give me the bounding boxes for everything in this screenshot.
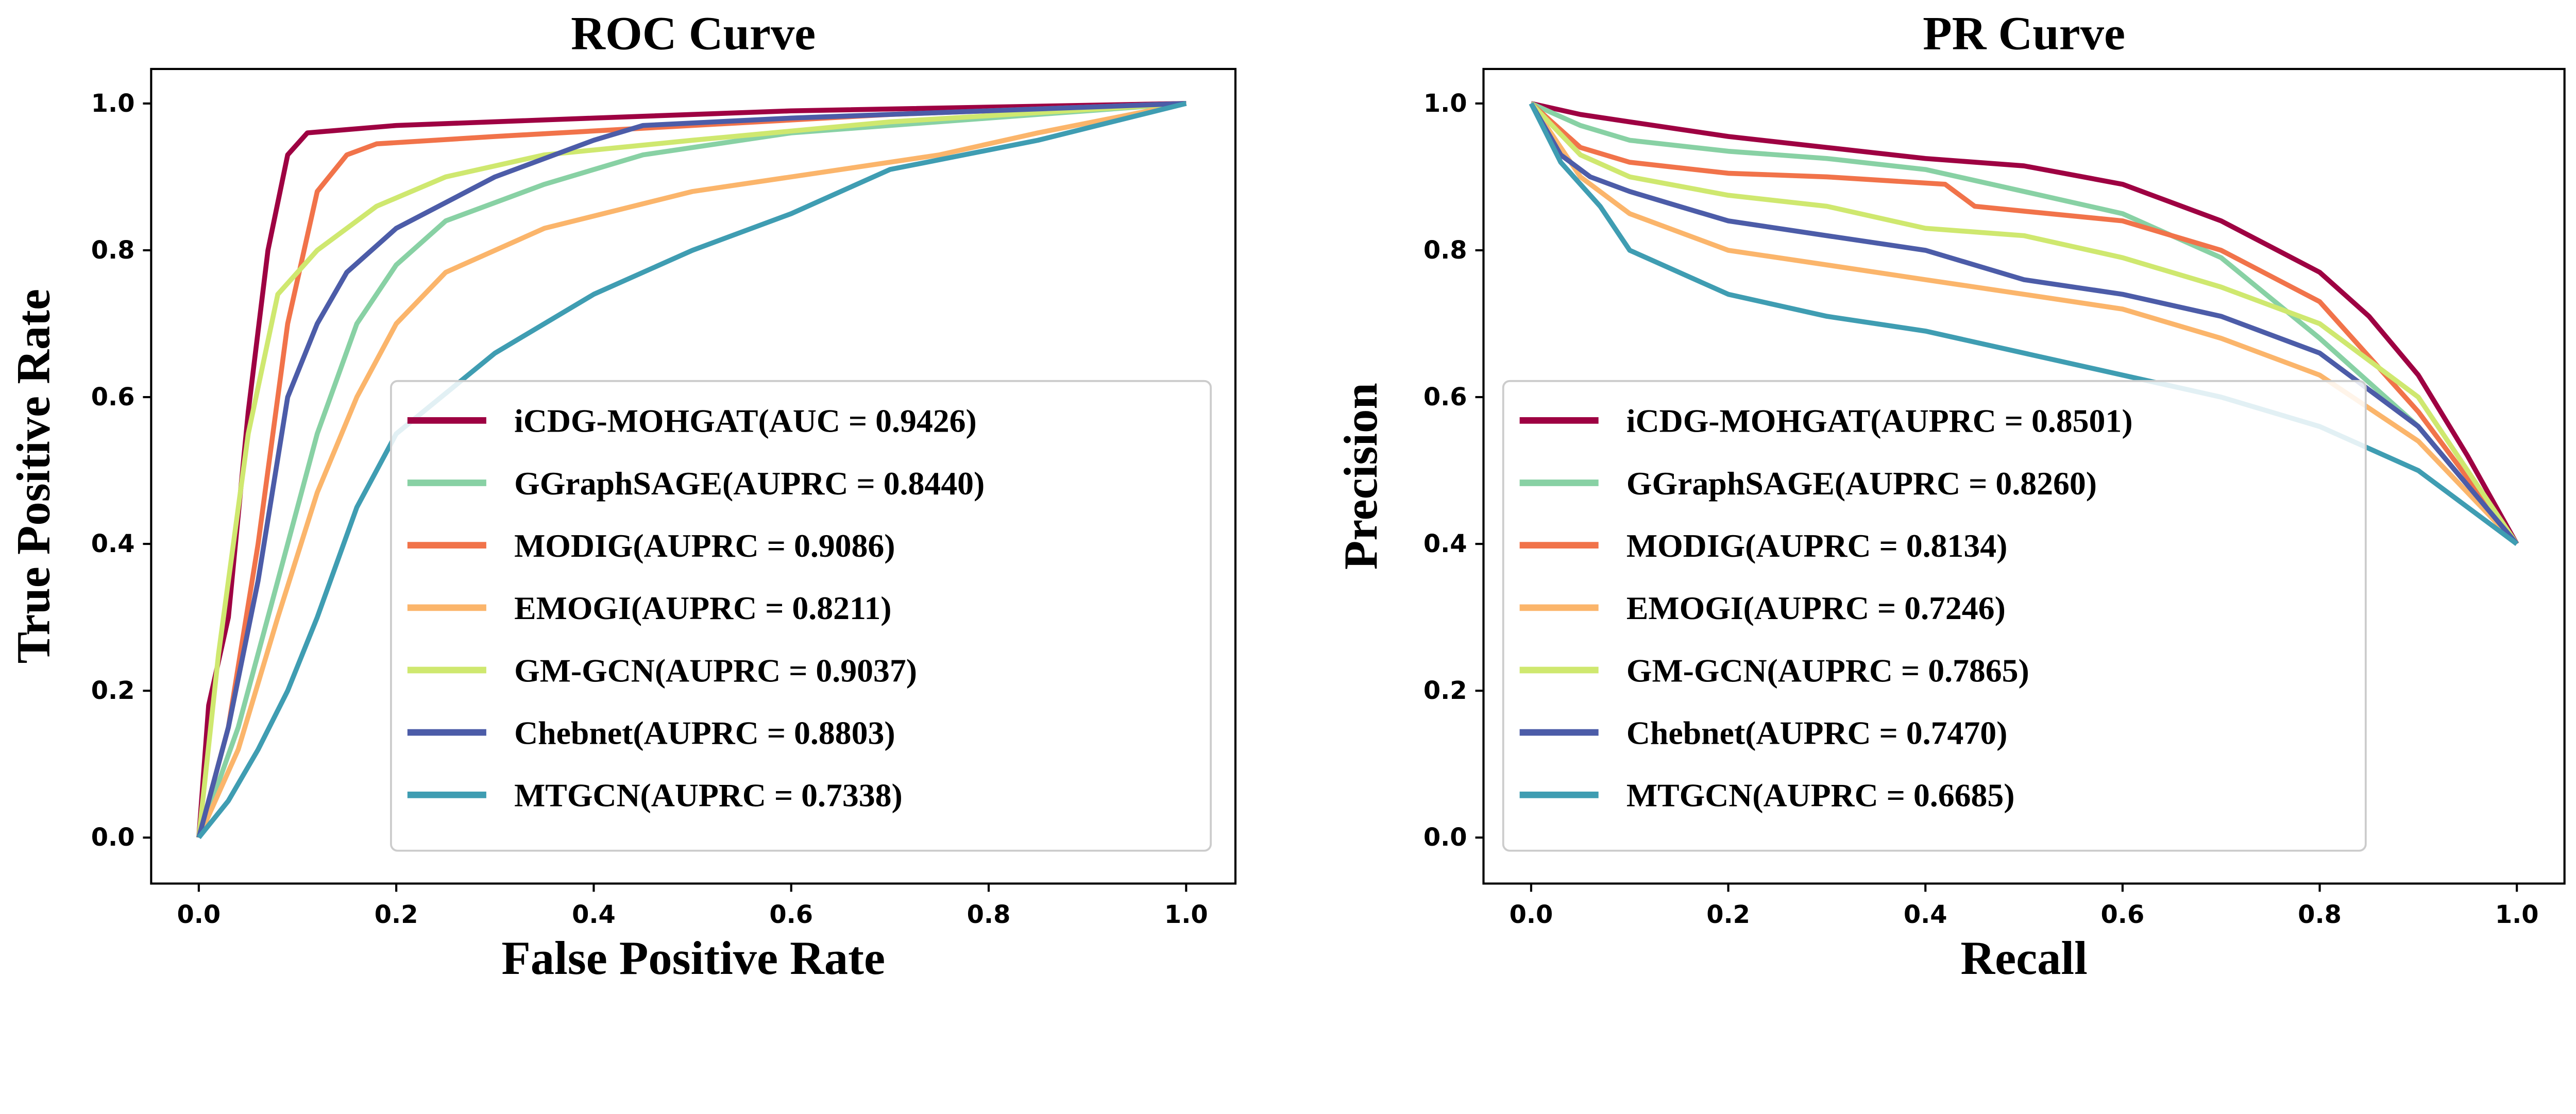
- y-tick-label: 0.8: [91, 236, 135, 265]
- legend-label: MODIG(AUPRC = 0.9086): [514, 527, 895, 564]
- x-tick-label: 0.0: [1510, 901, 1553, 929]
- legend-label: MTGCN(AUPRC = 0.7338): [514, 777, 903, 814]
- y-tick-label: 0.0: [91, 824, 135, 852]
- x-axis-label: False Positive Rate: [501, 932, 885, 985]
- legend-label: GGraphSAGE(AUPRC = 0.8440): [514, 465, 985, 502]
- x-tick-label: 0.2: [1706, 901, 1750, 929]
- roc-chart: ROC Curve False Positive Rate True Posit…: [8, 8, 1237, 985]
- y-tick-label: 1.0: [1423, 90, 1467, 118]
- series-line-5: [1529, 102, 2519, 546]
- x-tick-label: 0.6: [769, 901, 813, 929]
- y-axis-label: True Positive Rate: [8, 289, 60, 664]
- legend-label: EMOGI(AUPRC = 0.7246): [1626, 590, 2006, 626]
- x-tick-label: 0.8: [2298, 901, 2342, 929]
- y-tick-label: 0.0: [1423, 824, 1467, 852]
- series-line-4: [1529, 101, 2519, 545]
- x-tick-label: 1.0: [1164, 901, 1208, 929]
- legend-label: iCDG-MOHGAT(AUPRC = 0.8501): [1626, 403, 2133, 439]
- series-line-3: [196, 101, 1187, 839]
- legend-label: Chebnet(AUPRC = 0.7470): [1626, 715, 2007, 751]
- x-tick-label: 1.0: [2495, 901, 2539, 929]
- series-line-0: [1530, 101, 2519, 545]
- y-tick-label: 0.2: [91, 677, 135, 705]
- axes-frame: [1482, 67, 2566, 885]
- series-line-2: [1529, 101, 2519, 545]
- y-axis-label: Precision: [1335, 383, 1387, 570]
- legend: iCDG-MOHGAT(AUPRC = 0.8501) GGraphSAGE(AU…: [1502, 380, 2367, 852]
- x-tick-label: 0.6: [2101, 901, 2145, 929]
- y-tick-label: 0.6: [91, 383, 135, 412]
- y-tick-label: 1.0: [91, 90, 135, 118]
- chart-title: PR Curve: [1923, 8, 2125, 60]
- legend-label: EMOGI(AUPRC = 0.8211): [514, 590, 891, 626]
- x-axis-label: Recall: [1960, 932, 2087, 985]
- x-tick-label: 0.0: [177, 901, 221, 929]
- y-tick-label: 0.6: [1423, 383, 1467, 412]
- legend-label: MTGCN(AUPRC = 0.6685): [1626, 777, 2015, 814]
- x-tick-label: 0.4: [572, 901, 616, 929]
- pr-chart: PR Curve Recall Precision 0.0 0.2 0.4 0.6 0.…: [1335, 8, 2566, 985]
- legend-label: GM-GCN(AUPRC = 0.7865): [1626, 652, 2029, 689]
- legend-box: [390, 380, 1212, 852]
- legend-box: [1502, 380, 2367, 852]
- x-tick-label: 0.2: [375, 901, 418, 929]
- y-tick-label: 0.4: [91, 530, 135, 558]
- legend-label: MODIG(AUPRC = 0.8134): [1626, 527, 2007, 564]
- series-line-5: [196, 101, 1187, 838]
- legend-label: GGraphSAGE(AUPRC = 0.8260): [1626, 465, 2097, 502]
- x-tick-label: 0.4: [1904, 901, 1947, 929]
- y-tick-label: 0.4: [1423, 530, 1467, 558]
- x-tick-label: 0.8: [967, 901, 1011, 929]
- y-tick-label: 0.2: [1423, 677, 1467, 705]
- series-line-4: [196, 101, 1187, 838]
- legend-label: Chebnet(AUPRC = 0.8803): [514, 715, 895, 751]
- chart-title: ROC Curve: [571, 8, 816, 60]
- series-line-1: [1530, 101, 2519, 546]
- legend-label: GM-GCN(AUPRC = 0.9037): [514, 652, 917, 689]
- figure: ROC Curve False Positive Rate True Posit…: [8, 8, 2566, 985]
- y-tick-label: 0.8: [1423, 236, 1467, 265]
- legend-label: iCDG-MOHGAT(AUC = 0.9426): [514, 403, 977, 439]
- legend: iCDG-MOHGAT(AUC = 0.9426) GGraphSAGE(AUPR…: [390, 380, 1212, 852]
- axes-frame: [150, 67, 1237, 885]
